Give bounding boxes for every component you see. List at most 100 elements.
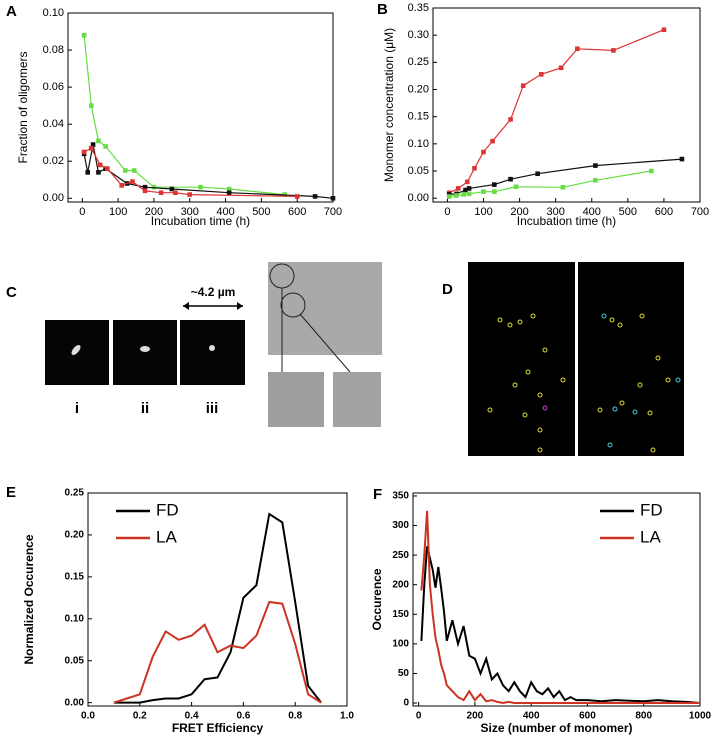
x-tick-label: 400	[523, 711, 540, 722]
marker	[466, 186, 472, 191]
y-tick-label: 0.15	[408, 111, 429, 123]
y-tick-label: 0.06	[43, 81, 64, 93]
marker	[151, 184, 157, 190]
y-tick-label: 150	[392, 609, 409, 620]
marker	[312, 194, 318, 199]
x-axis-title: Incubation time (h)	[151, 214, 250, 228]
marker	[119, 183, 125, 188]
y-axis-title: Occurence	[370, 568, 384, 630]
x-axis-title: Size (number of monomer)	[480, 721, 632, 735]
y-tick-label: 0.20	[408, 83, 429, 95]
marker	[464, 179, 470, 185]
marker	[81, 32, 87, 38]
marker	[90, 142, 96, 147]
y-tick-label: 50	[398, 668, 410, 679]
marker	[105, 166, 110, 171]
y-tick-label: 200	[392, 579, 409, 590]
x-tick-label: 1000	[689, 711, 711, 722]
marker	[538, 71, 544, 77]
x-tick-label: 0	[79, 206, 85, 218]
x-tick-label: 0	[444, 206, 450, 218]
y-tick-label: 0.10	[43, 7, 64, 19]
marker	[472, 166, 477, 171]
marker	[508, 117, 513, 122]
panel-label: B	[377, 1, 388, 18]
marker	[142, 184, 148, 190]
y-tick-label: 0.15	[65, 571, 85, 582]
marker	[142, 188, 148, 194]
marker	[226, 186, 232, 192]
spots-cyan	[601, 313, 681, 448]
series-line	[420, 546, 701, 704]
marker	[520, 83, 526, 89]
spot-magenta	[542, 405, 548, 411]
y-tick-label: 0	[403, 698, 409, 709]
em-zoom	[333, 372, 381, 427]
particle	[71, 345, 81, 355]
x-tick-label: 600	[288, 206, 306, 218]
y-tick-label: 0.05	[408, 165, 429, 177]
series-line	[449, 158, 683, 195]
marker	[130, 179, 135, 184]
panel-label: C	[6, 284, 17, 301]
x-tick-label: 600	[655, 206, 673, 218]
marker	[648, 168, 654, 174]
marker	[173, 190, 178, 196]
x-tick-label: 200	[145, 206, 163, 218]
particle	[140, 346, 150, 352]
x-tick-label: 700	[691, 206, 709, 218]
x-tick-label: 300	[181, 206, 199, 218]
x-tick-label: 100	[474, 206, 492, 218]
y-axis-title: Normalized Occurence	[22, 534, 36, 664]
marker	[198, 184, 203, 190]
divider	[575, 262, 578, 456]
image	[180, 320, 245, 385]
marker	[461, 192, 466, 197]
highlight	[280, 292, 306, 318]
y-tick-label: 0.25	[65, 488, 85, 499]
marker	[81, 149, 87, 155]
marker	[454, 193, 459, 198]
x-tick-label: 0.6	[236, 711, 250, 722]
marker	[103, 144, 108, 149]
marker	[88, 103, 94, 108]
scale-label: ~4.2 µm	[191, 285, 236, 299]
arrow-heads	[183, 302, 243, 310]
marker	[96, 170, 101, 175]
marker	[122, 168, 128, 173]
particle	[209, 345, 215, 351]
plot-frame	[412, 492, 701, 707]
x-tick-label: 500	[619, 206, 637, 218]
marker	[593, 177, 598, 183]
spots	[487, 313, 671, 453]
y-tick-label: 100	[392, 639, 409, 650]
em-zoom	[268, 372, 324, 427]
x-axis-title: Incubation time (h)	[517, 214, 616, 228]
marker	[187, 192, 193, 197]
y-tick-label: 0.25	[408, 56, 429, 68]
marker	[481, 149, 486, 155]
series-line	[420, 510, 700, 705]
subpanel-label: i	[75, 400, 79, 417]
legend-label: FD	[640, 500, 663, 519]
legend-label: LA	[156, 527, 177, 546]
series-line	[83, 35, 285, 196]
marker	[158, 190, 164, 196]
series-line	[448, 29, 665, 194]
y-tick-label: 300	[392, 520, 409, 531]
y-tick-label: 350	[392, 491, 409, 502]
panel-label: D	[442, 281, 453, 298]
marker	[593, 163, 598, 168]
plot-frame	[432, 7, 701, 203]
legend-label: LA	[640, 527, 661, 546]
marker	[88, 145, 94, 151]
x-tick-label: 700	[324, 206, 342, 218]
marker	[481, 189, 486, 194]
marker	[679, 156, 685, 162]
marker	[492, 182, 497, 187]
y-tick-label: 0.08	[43, 44, 64, 56]
x-tick-label: 400	[583, 206, 601, 218]
legend-label: FD	[156, 500, 179, 519]
